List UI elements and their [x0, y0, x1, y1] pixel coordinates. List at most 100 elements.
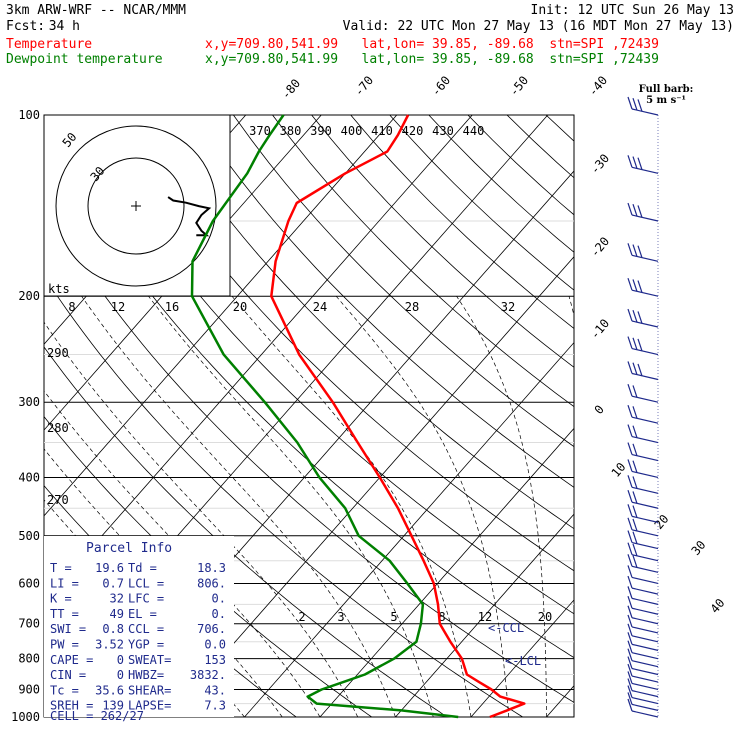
- theta-label-420: 420: [402, 124, 424, 138]
- parcel-row-4-label-right: CCL =: [128, 622, 164, 636]
- parcel-row-2-label-right: LFC =: [128, 592, 164, 606]
- parcel-row-8-value-left: 35.6: [95, 683, 124, 697]
- parcel-row-1-value-left: 0.7: [102, 576, 124, 590]
- parcel-row-6-label-right: SWEAT=: [128, 653, 171, 667]
- parcel-row-2-value-left: 32: [110, 592, 124, 606]
- parcel-row-6-value-left: 0: [117, 653, 124, 667]
- temperature-tick-40: 40: [708, 596, 728, 616]
- parcel-row-5-label-left: PW =: [50, 638, 79, 652]
- parcel-row-5-value-left: 3.52: [95, 638, 124, 652]
- parcel-row-0-value-right: 18.3: [197, 561, 226, 575]
- dry-adiabat-450: [546, 115, 740, 717]
- isotherm--110: [0, 115, 19, 717]
- parcel-row-6-label-left: CAPE =: [50, 653, 93, 667]
- parcel-row-4-value-left: 0.8: [102, 622, 124, 636]
- parcel-row-1-label-right: LCL =: [128, 576, 164, 590]
- parcel-row-5-value-right: 0.0: [204, 638, 226, 652]
- pressure-label-900: 900: [18, 682, 40, 696]
- mixing-ratio-label-700-20: 20: [538, 610, 552, 624]
- parcel-row-1-label-left: LI =: [50, 576, 79, 590]
- temperature-tick--10: -10: [588, 316, 613, 342]
- legend-dewpoint-info: x,y=709.80,541.99 lat,lon= 39.85, -89.68…: [205, 52, 659, 67]
- theta-label-410: 410: [371, 124, 393, 138]
- wind-barb-600: [628, 565, 658, 583]
- wind-barb-425: [628, 475, 658, 493]
- wind-barb-200: [628, 278, 658, 296]
- wind-barb-625: [628, 576, 658, 594]
- mixing-ratio-label-200-24: 24: [313, 300, 327, 314]
- wind-barb-400: [628, 459, 658, 477]
- mixing-ratio-label-700-5: 5: [390, 610, 397, 624]
- parcel-row-3-value-right: 0.: [212, 607, 226, 621]
- parcel-row-8-label-left: Tc =: [50, 683, 79, 697]
- parcel-row-8-label-right: SHEAR=: [128, 683, 171, 697]
- theta-label-left-270: 270: [47, 493, 69, 507]
- full-barb-units: 5 m s⁻¹: [646, 95, 686, 106]
- parcel-row-7-value-right: 3832.: [190, 668, 226, 682]
- pressure-label-700: 700: [18, 617, 40, 631]
- parcel-row-8-value-right: 43.: [204, 683, 226, 697]
- temperature-tick--50: -50: [507, 73, 532, 99]
- parcel-row-7-label-left: CIN =: [50, 668, 86, 682]
- temperature-tick--30: -30: [588, 151, 613, 177]
- theta-label-390: 390: [310, 124, 332, 138]
- fcst-hours: 34 h: [49, 19, 80, 34]
- parcel-row-7-label-right: HWBZ=: [128, 668, 164, 682]
- mixing-ratio-label-200-20: 20: [233, 300, 247, 314]
- temperature-tick--20: -20: [588, 234, 613, 260]
- parcel-row-2-value-right: 0.: [212, 592, 226, 606]
- mixing-ratio-label-200-32: 32: [501, 300, 515, 314]
- temperature-tick--60: -60: [429, 73, 454, 99]
- theta-label-430: 430: [432, 124, 454, 138]
- parcel-info-panel: Parcel Info T = 19.6 Td = 18.3 LI = 0.7 LCL = 8…: [44, 536, 234, 723]
- legend-dewpoint-name: Dewpoint temperature: [6, 52, 163, 67]
- wind-barb-375: [628, 443, 658, 461]
- theta-label-380: 380: [280, 124, 302, 138]
- wind-barb-325: [628, 405, 658, 423]
- isotherm-40: [622, 115, 740, 717]
- temperature-tick--70: -70: [352, 73, 377, 99]
- parcel-row-4-label-left: SWI =: [50, 622, 86, 636]
- wind-barb-225: [628, 309, 658, 327]
- parcel-row-1-value-right: 806.: [197, 576, 226, 590]
- wind-barb-250: [628, 337, 658, 355]
- fcst-label: Fcst:: [6, 19, 45, 34]
- parcel-row-0-label-left: T =: [50, 561, 72, 575]
- pressure-label-500: 500: [18, 529, 40, 543]
- parcel-row-0-value-left: 19.6: [95, 561, 124, 575]
- parcel-info-title: Parcel Info: [86, 541, 172, 556]
- pressure-label-600: 600: [18, 576, 40, 590]
- pressure-label-800: 800: [18, 652, 40, 666]
- wind-barbs: [628, 97, 658, 717]
- wind-barb-350: [628, 425, 658, 443]
- parcel-row-3-label-right: EL =: [128, 607, 157, 621]
- wind-barb-300: [628, 384, 658, 402]
- mixing-ratio-label-200-8: 8: [68, 300, 75, 314]
- temperature-tick--80: -80: [279, 76, 304, 102]
- legend-temperature-name: Temperature: [6, 37, 92, 52]
- temperature-tick-30: 30: [689, 538, 709, 558]
- temperature-tick-0: 0: [592, 402, 607, 417]
- full-barb-label: Full barb:: [639, 84, 694, 95]
- pressure-label-100: 100: [18, 108, 40, 122]
- parcel-row-0-label-right: Td =: [128, 561, 157, 575]
- parcel-row-5-label-right: YGP =: [128, 638, 164, 652]
- mixing-ratio-label-200-16: 16: [165, 300, 179, 314]
- isotherm-50: [698, 115, 740, 717]
- wind-barb-275: [628, 361, 658, 379]
- wind-barb-175: [628, 243, 658, 261]
- valid-time: Valid: 22 UTC Mon 27 May 13 (16 MDT Mon …: [343, 19, 734, 34]
- temperature-tick-10: 10: [609, 460, 629, 480]
- model-title: 3km ARW-WRF -- NCAR/MMM: [6, 3, 186, 18]
- level-marker-ccl: <-CCL: [488, 621, 524, 635]
- theta-label-440: 440: [463, 124, 485, 138]
- parcel-cell: CELL = 262/27: [50, 709, 144, 723]
- theta-label-left-290: 290: [47, 346, 69, 360]
- parcel-row-7-value-left: 0: [117, 668, 124, 682]
- wind-barb-150: [628, 203, 658, 221]
- temperature-tick--40: -40: [586, 73, 611, 99]
- legend-temperature-info: x,y=709.80,541.99 lat,lon= 39.85, -89.68…: [205, 37, 659, 52]
